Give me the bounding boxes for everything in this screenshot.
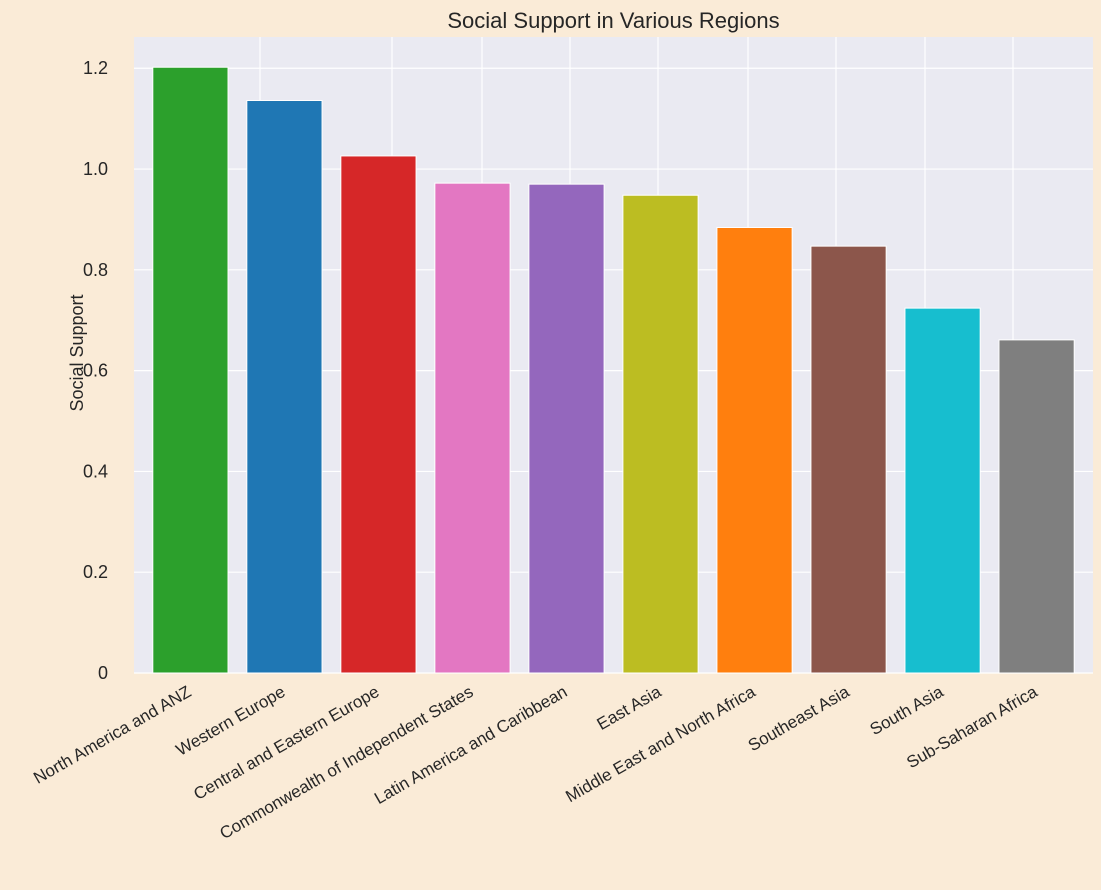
y-tick-label: 0.6 bbox=[83, 361, 108, 381]
bar bbox=[434, 182, 511, 674]
chart-title: Social Support in Various Regions bbox=[447, 8, 779, 33]
bars bbox=[152, 66, 1075, 674]
bar bbox=[152, 66, 229, 674]
y-tick-label: 1.0 bbox=[83, 159, 108, 179]
bar bbox=[998, 339, 1075, 674]
y-tick-label: 0.2 bbox=[83, 562, 108, 582]
x-tick-label: South Asia bbox=[867, 682, 947, 739]
y-tick-label: 0 bbox=[98, 663, 108, 683]
y-axis-label: Social Support bbox=[67, 294, 87, 411]
bar bbox=[716, 226, 793, 674]
y-axis-ticks: 0 0.2 0.4 0.6 0.8 1.0 1.2 bbox=[83, 58, 108, 683]
y-tick-label: 0.4 bbox=[83, 461, 108, 481]
y-tick-label: 0.8 bbox=[83, 260, 108, 280]
bar bbox=[340, 155, 417, 674]
bar bbox=[622, 194, 699, 674]
x-tick-label: East Asia bbox=[594, 682, 665, 734]
bar bbox=[810, 245, 887, 674]
y-tick-label: 1.2 bbox=[83, 58, 108, 78]
x-tick-label: North America and ANZ bbox=[30, 682, 194, 788]
x-tick-label: Southeast Asia bbox=[745, 682, 853, 755]
bar bbox=[528, 183, 605, 674]
bar bbox=[904, 307, 981, 674]
bar bbox=[246, 99, 323, 674]
